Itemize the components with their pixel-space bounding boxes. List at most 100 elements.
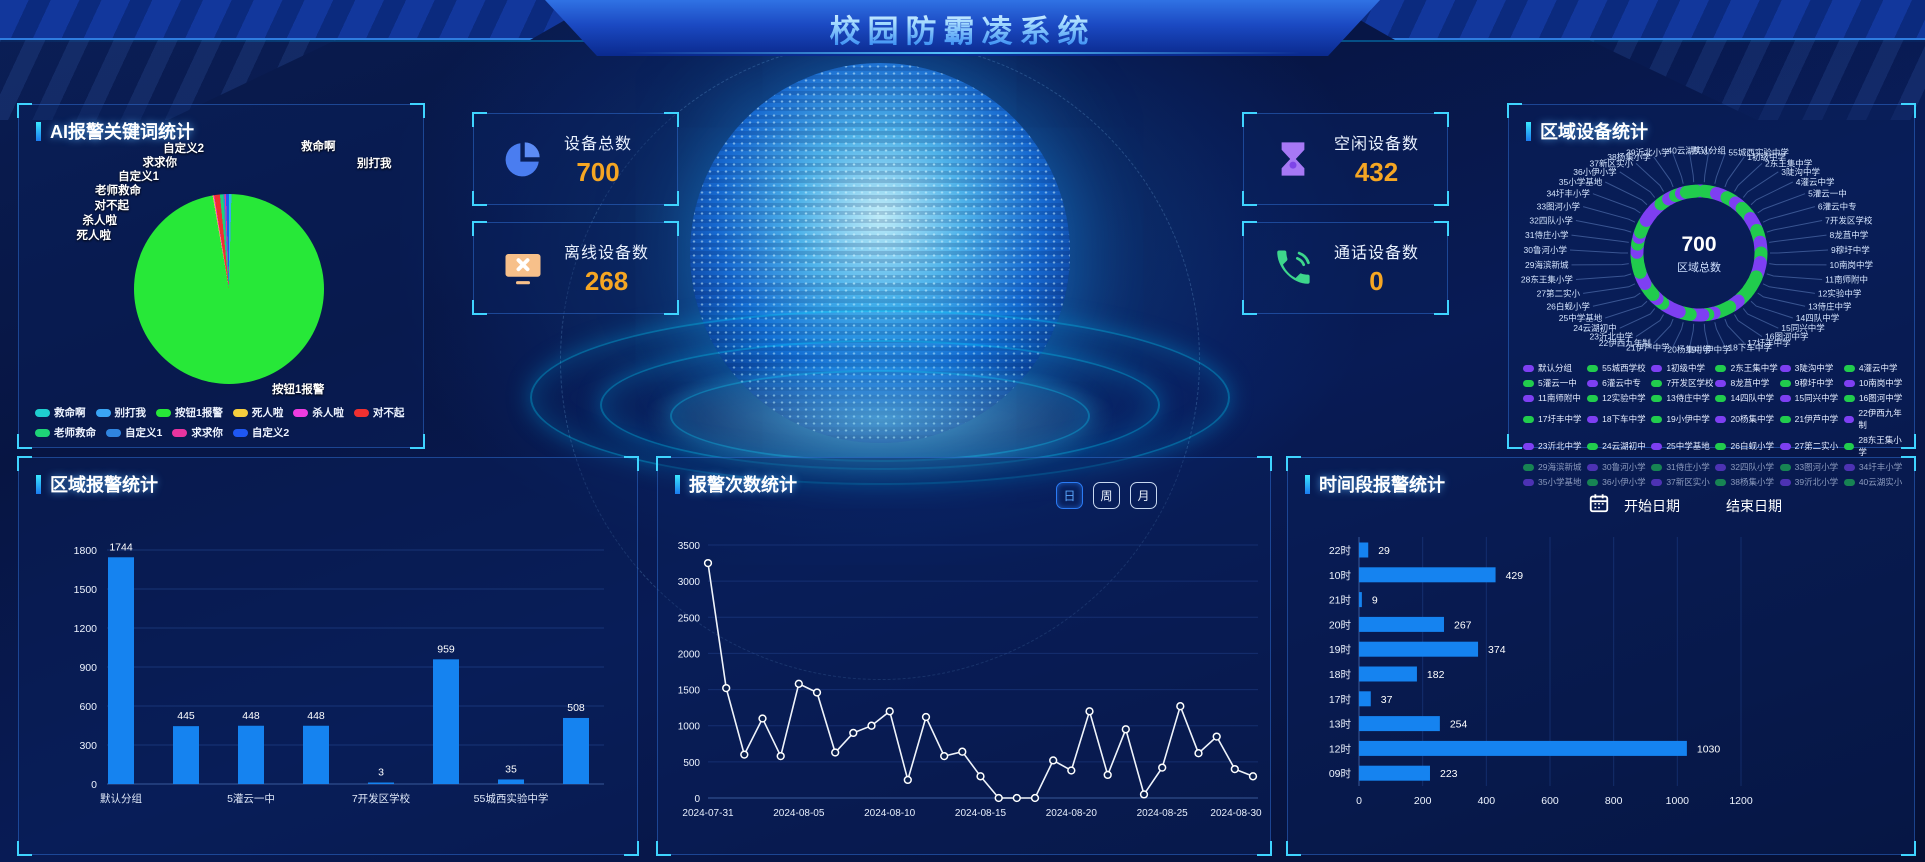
legend-item[interactable]: 8龙苴中学 xyxy=(1715,377,1779,389)
legend-item[interactable]: 7开发区学校 xyxy=(1651,377,1715,389)
tab-day[interactable]: 日 xyxy=(1056,482,1083,509)
legend-item[interactable]: 31侍庄小学 xyxy=(1651,461,1715,473)
legend-item[interactable]: 5灌云一中 xyxy=(1523,377,1587,389)
legend-item[interactable]: 34圩丰小学 xyxy=(1843,461,1908,473)
legend-label: 39沂北小学 xyxy=(1794,477,1839,487)
callout-line xyxy=(1770,249,1829,254)
legend-item[interactable]: 15同兴中学 xyxy=(1779,392,1844,404)
stat-card-calling-devices: 通话设备数 0 xyxy=(1242,221,1449,315)
axis-label: 1初级中学 xyxy=(1747,152,1786,162)
axis-label: 24云湖初中 xyxy=(1573,323,1616,333)
legend-label: 3陡沟中学 xyxy=(1794,363,1834,373)
callout-line xyxy=(1742,171,1779,198)
data-point xyxy=(885,707,894,716)
axis-label: 1500 xyxy=(678,686,701,697)
legend-item[interactable]: 自定义2 xyxy=(232,425,289,440)
legend-swatch xyxy=(232,428,248,437)
legend-item[interactable]: 17圩丰中学 xyxy=(1523,407,1587,431)
legend-item[interactable]: 对不起 xyxy=(353,405,404,420)
legend-item[interactable]: 11南师附中 xyxy=(1523,392,1587,404)
bar xyxy=(1359,666,1417,682)
legend-item[interactable]: 19小伊中学 xyxy=(1651,407,1715,431)
legend-label: 4灌云中学 xyxy=(1858,363,1898,373)
legend-item[interactable]: 27第二实小 xyxy=(1779,434,1844,458)
stat-value: 0 xyxy=(1369,266,1384,296)
start-date-picker[interactable]: 开始日期 xyxy=(1624,497,1680,514)
legend-label: 求求你 xyxy=(191,427,223,439)
end-date-picker[interactable]: 结束日期 xyxy=(1726,497,1782,514)
legend-item[interactable]: 26白蚬小学 xyxy=(1715,434,1779,458)
callout-line xyxy=(1757,292,1806,307)
data-point xyxy=(722,683,731,693)
legend-item[interactable]: 14四队中学 xyxy=(1715,392,1779,404)
callout-line xyxy=(1582,206,1636,223)
legend-swatch xyxy=(1587,364,1599,372)
legend-item[interactable]: 37新区实小 xyxy=(1651,476,1715,488)
legend-item[interactable]: 22伊西九年制 xyxy=(1843,407,1908,431)
data-point xyxy=(940,751,949,761)
legend-item[interactable]: 55城西学校 xyxy=(1587,362,1651,374)
legend-swatch xyxy=(1715,364,1727,372)
legend-item[interactable]: 25中学基地 xyxy=(1651,434,1715,458)
axis-label: 默认分组 xyxy=(100,792,142,805)
legend-item[interactable]: 求求你 xyxy=(172,425,223,440)
axis-label: 1800 xyxy=(74,545,98,557)
tab-month[interactable]: 月 xyxy=(1130,482,1157,509)
legend-item[interactable]: 30鲁河小学 xyxy=(1587,461,1651,473)
legend-item[interactable]: 20杨集中学 xyxy=(1715,407,1779,431)
legend-item[interactable]: 13侍庄中学 xyxy=(1651,392,1715,404)
axis-label: 0 xyxy=(694,794,700,805)
panel-ai-keywords: AI报警关键词统计 自定义2 救命啊 别打我 求求你 自定义1 老师救命 对不起 杀人啦 死人啦… xyxy=(17,103,425,449)
callout-line xyxy=(1766,220,1823,233)
legend-swatch xyxy=(1715,415,1727,423)
legend-item[interactable]: 9穆圩中学 xyxy=(1779,377,1844,389)
legend-item[interactable]: 救命啊 xyxy=(35,405,86,420)
legend-item[interactable]: 4灌云中学 xyxy=(1843,362,1908,374)
axis-label: 12实验中学 xyxy=(1818,288,1862,298)
header-decor-right xyxy=(1325,0,1925,40)
callout-line xyxy=(1688,323,1695,350)
legend-item[interactable]: 40云湖实小 xyxy=(1843,476,1908,488)
axis-label: 9穆圩中学 xyxy=(1831,245,1870,255)
legend-item[interactable]: 32四队小学 xyxy=(1715,461,1779,473)
legend-item[interactable]: 36小伊小学 xyxy=(1587,476,1651,488)
legend-item[interactable]: 1初级中学 xyxy=(1651,362,1715,374)
axis-label: 15同兴中学 xyxy=(1781,323,1825,333)
legend-item[interactable]: 按钮1报警 xyxy=(156,405,223,420)
legend-item[interactable]: 21伊芦中学 xyxy=(1779,407,1844,431)
legend-item[interactable]: 别打我 xyxy=(95,405,146,420)
legend-item[interactable]: 28东王集小学 xyxy=(1843,434,1908,458)
legend-item[interactable]: 16图河中学 xyxy=(1843,392,1908,404)
legend-item[interactable]: 3陡沟中学 xyxy=(1779,362,1844,374)
legend-item[interactable]: 老师救命 xyxy=(35,425,96,440)
axis-label: 2024-08-25 xyxy=(1137,808,1189,819)
pie-callout-label: 救命啊 xyxy=(301,141,336,153)
legend-swatch xyxy=(1523,364,1534,372)
legend-item[interactable]: 33图河小学 xyxy=(1779,461,1844,473)
legend-item[interactable]: 自定义1 xyxy=(106,425,162,440)
legend-item[interactable]: 默认分组 xyxy=(1523,362,1587,374)
legend-item[interactable]: 23沂北中学 xyxy=(1523,434,1587,458)
legend-item[interactable]: 12实验中学 xyxy=(1587,392,1651,404)
axis-label: 34圩丰小学 xyxy=(1546,189,1590,199)
legend-item[interactable]: 24云湖初中 xyxy=(1587,434,1651,458)
corner-bracket xyxy=(472,300,487,315)
legend-swatch xyxy=(1715,379,1727,387)
tab-week[interactable]: 周 xyxy=(1093,482,1120,509)
legend-item[interactable]: 35小学基地 xyxy=(1523,476,1587,488)
legend-label: 38杨集小学 xyxy=(1730,477,1774,487)
axis-label: 2000 xyxy=(678,649,701,660)
legend-item[interactable]: 18下车中学 xyxy=(1587,407,1651,431)
legend-item[interactable]: 死人啦 xyxy=(232,405,283,420)
axis-label: 2024-08-10 xyxy=(864,808,916,819)
legend-item[interactable]: 2东王集中学 xyxy=(1715,362,1779,374)
legend-item[interactable]: 10南岗中学 xyxy=(1843,377,1908,389)
legend-item[interactable]: 6灌云中专 xyxy=(1587,377,1651,389)
data-point xyxy=(794,679,803,688)
legend-item[interactable]: 29海滨新城 xyxy=(1523,461,1587,473)
axis-label: 300 xyxy=(79,740,97,752)
legend-item[interactable]: 杀人啦 xyxy=(293,405,344,420)
legend-item[interactable]: 39沂北小学 xyxy=(1779,476,1844,488)
keyword-legend: 救命啊 别打我 按钮1报警 死人啦 杀人啦 对不起老师救命 自定义1 求求你 自定义2 xyxy=(35,405,417,440)
legend-item[interactable]: 38杨集小学 xyxy=(1715,476,1779,488)
